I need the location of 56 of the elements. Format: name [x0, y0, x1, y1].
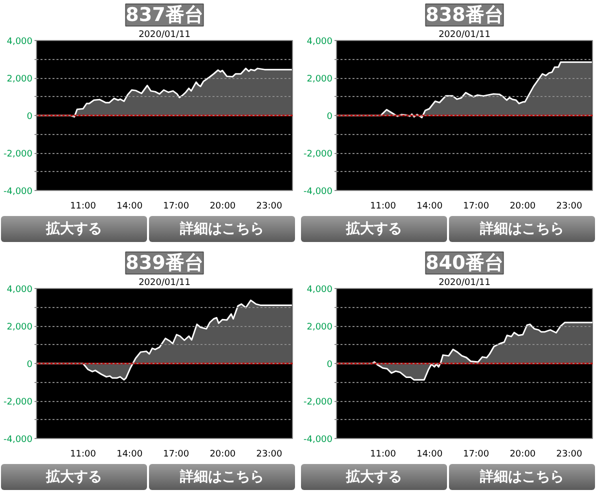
chart-title: 837番台 — [126, 4, 204, 26]
x-tick-label: 14:00 — [416, 450, 443, 460]
x-tick-label: 17:00 — [463, 202, 490, 212]
y-tick-label: 0 — [26, 112, 33, 122]
x-tick-label: 20:00 — [210, 202, 236, 212]
x-tick-label: 20:00 — [510, 202, 536, 212]
y-tick-label: -2,000 — [303, 150, 333, 160]
y-tick-label: 0 — [326, 112, 333, 122]
y-tick-label: -4,000 — [3, 435, 33, 445]
x-tick-label: 14:00 — [116, 450, 143, 460]
chart-subtitle: 2020/01/11 — [438, 30, 490, 40]
chart-title: 839番台 — [126, 252, 204, 274]
y-tick-label: 4,000 — [6, 37, 33, 47]
y-tick-label: -4,000 — [3, 187, 33, 197]
y-tick-label: -4,000 — [303, 187, 333, 197]
x-tick-label: 23:00 — [556, 202, 582, 212]
y-tick-label: 4,000 — [306, 37, 333, 47]
chart-title: 838番台 — [426, 4, 504, 26]
y-tick-label: 4,000 — [306, 285, 333, 295]
chart-subtitle: 2020/01/11 — [138, 30, 190, 40]
text: 詳細はこちら — [449, 216, 595, 242]
text: 拡大する — [301, 464, 447, 490]
x-tick-label: 11:00 — [70, 202, 96, 212]
text: 拡大する — [301, 216, 447, 242]
text: 詳細はこちら — [449, 464, 595, 490]
text: 拡大する — [1, 216, 147, 242]
x-tick-label: 23:00 — [256, 202, 282, 212]
x-tick-label: 14:00 — [116, 202, 143, 212]
x-tick-label: 17:00 — [463, 450, 490, 460]
y-tick-label: 2,000 — [306, 74, 333, 84]
y-tick-label: 0 — [26, 360, 33, 370]
y-tick-label: 0 — [326, 360, 333, 370]
y-tick-label: -2,000 — [303, 398, 333, 408]
x-tick-label: 20:00 — [510, 450, 536, 460]
chart-title: 840番台 — [426, 252, 504, 274]
x-tick-label: 11:00 — [70, 450, 96, 460]
text: 詳細はこちら — [149, 464, 295, 490]
x-tick-label: 20:00 — [210, 450, 236, 460]
y-tick-label: -2,000 — [3, 398, 33, 408]
y-tick-label: 2,000 — [306, 322, 333, 332]
x-tick-label: 11:00 — [370, 450, 396, 460]
y-tick-label: 2,000 — [6, 322, 33, 332]
y-tick-label: 2,000 — [6, 74, 33, 84]
chart-subtitle: 2020/01/11 — [138, 278, 190, 288]
x-tick-label: 23:00 — [256, 450, 282, 460]
text: 拡大する — [1, 464, 147, 490]
x-tick-label: 17:00 — [163, 202, 190, 212]
x-tick-label: 23:00 — [556, 450, 582, 460]
y-tick-label: 4,000 — [6, 285, 33, 295]
x-tick-label: 17:00 — [163, 450, 190, 460]
x-tick-label: 11:00 — [370, 202, 396, 212]
y-tick-label: -2,000 — [3, 150, 33, 160]
y-tick-label: -4,000 — [303, 435, 333, 445]
text: 詳細はこちら — [149, 216, 295, 242]
x-tick-label: 14:00 — [416, 202, 443, 212]
chart-subtitle: 2020/01/11 — [438, 278, 490, 288]
